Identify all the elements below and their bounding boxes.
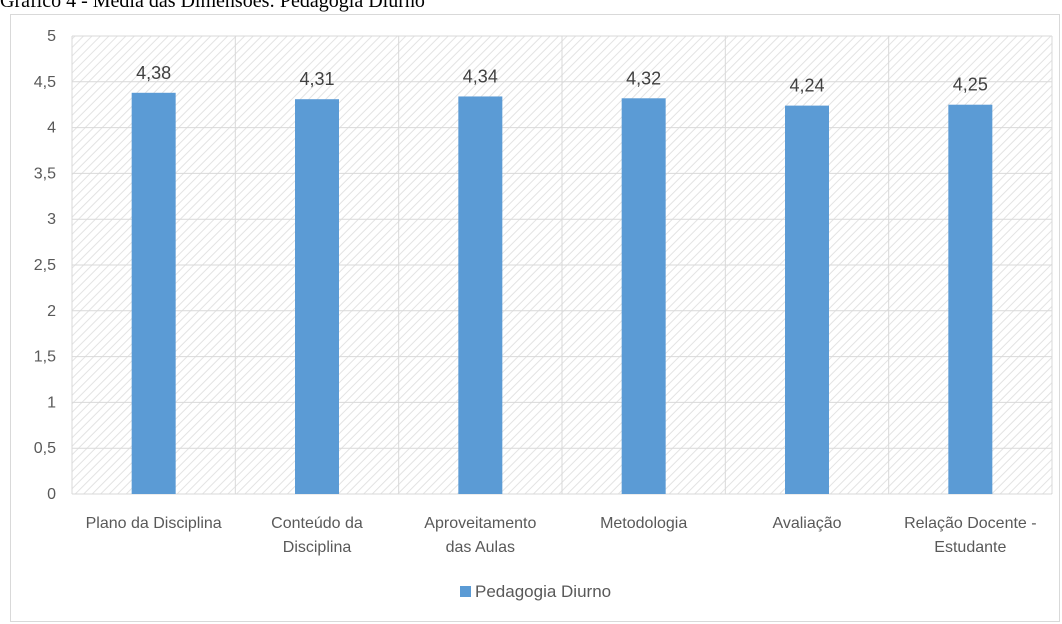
y-tick-label: 0,5 (34, 440, 56, 457)
data-label: 4,25 (953, 75, 988, 95)
bar (458, 96, 502, 494)
y-tick-label: 0 (47, 486, 56, 503)
legend-swatch (460, 586, 471, 597)
x-category-label: Plano da Disciplina (86, 515, 222, 532)
data-label: 4,38 (136, 63, 171, 83)
y-tick-label: 3,5 (34, 165, 56, 182)
bar (132, 93, 176, 494)
bar (622, 98, 666, 494)
bar (295, 99, 339, 494)
y-tick-label: 4,5 (34, 74, 56, 91)
x-category-label: Avaliação (772, 515, 841, 532)
x-category-label: Disciplina (283, 539, 352, 556)
x-category-label: Estudante (934, 539, 1006, 556)
y-tick-label: 1,5 (34, 349, 56, 366)
y-tick-label: 1 (47, 394, 56, 411)
x-category-label: Metodologia (600, 515, 687, 532)
bar (948, 105, 992, 494)
x-category-label: Aproveitamento (424, 515, 536, 532)
data-label: 4,34 (463, 66, 498, 86)
data-label: 4,24 (789, 76, 824, 96)
x-category-label: das Aulas (446, 539, 515, 556)
bar (785, 106, 829, 494)
data-label: 4,32 (626, 68, 661, 88)
x-category-label: Relação Docente - (904, 515, 1037, 532)
x-category-label: Conteúdo da (271, 515, 363, 532)
legend-label: Pedagogia Diurno (475, 582, 611, 601)
y-tick-label: 3 (47, 211, 56, 228)
y-tick-label: 2 (47, 303, 56, 320)
y-tick-label: 5 (47, 28, 56, 45)
data-label: 4,31 (299, 69, 334, 89)
y-tick-label: 4 (47, 120, 56, 137)
y-tick-label: 2,5 (34, 257, 56, 274)
